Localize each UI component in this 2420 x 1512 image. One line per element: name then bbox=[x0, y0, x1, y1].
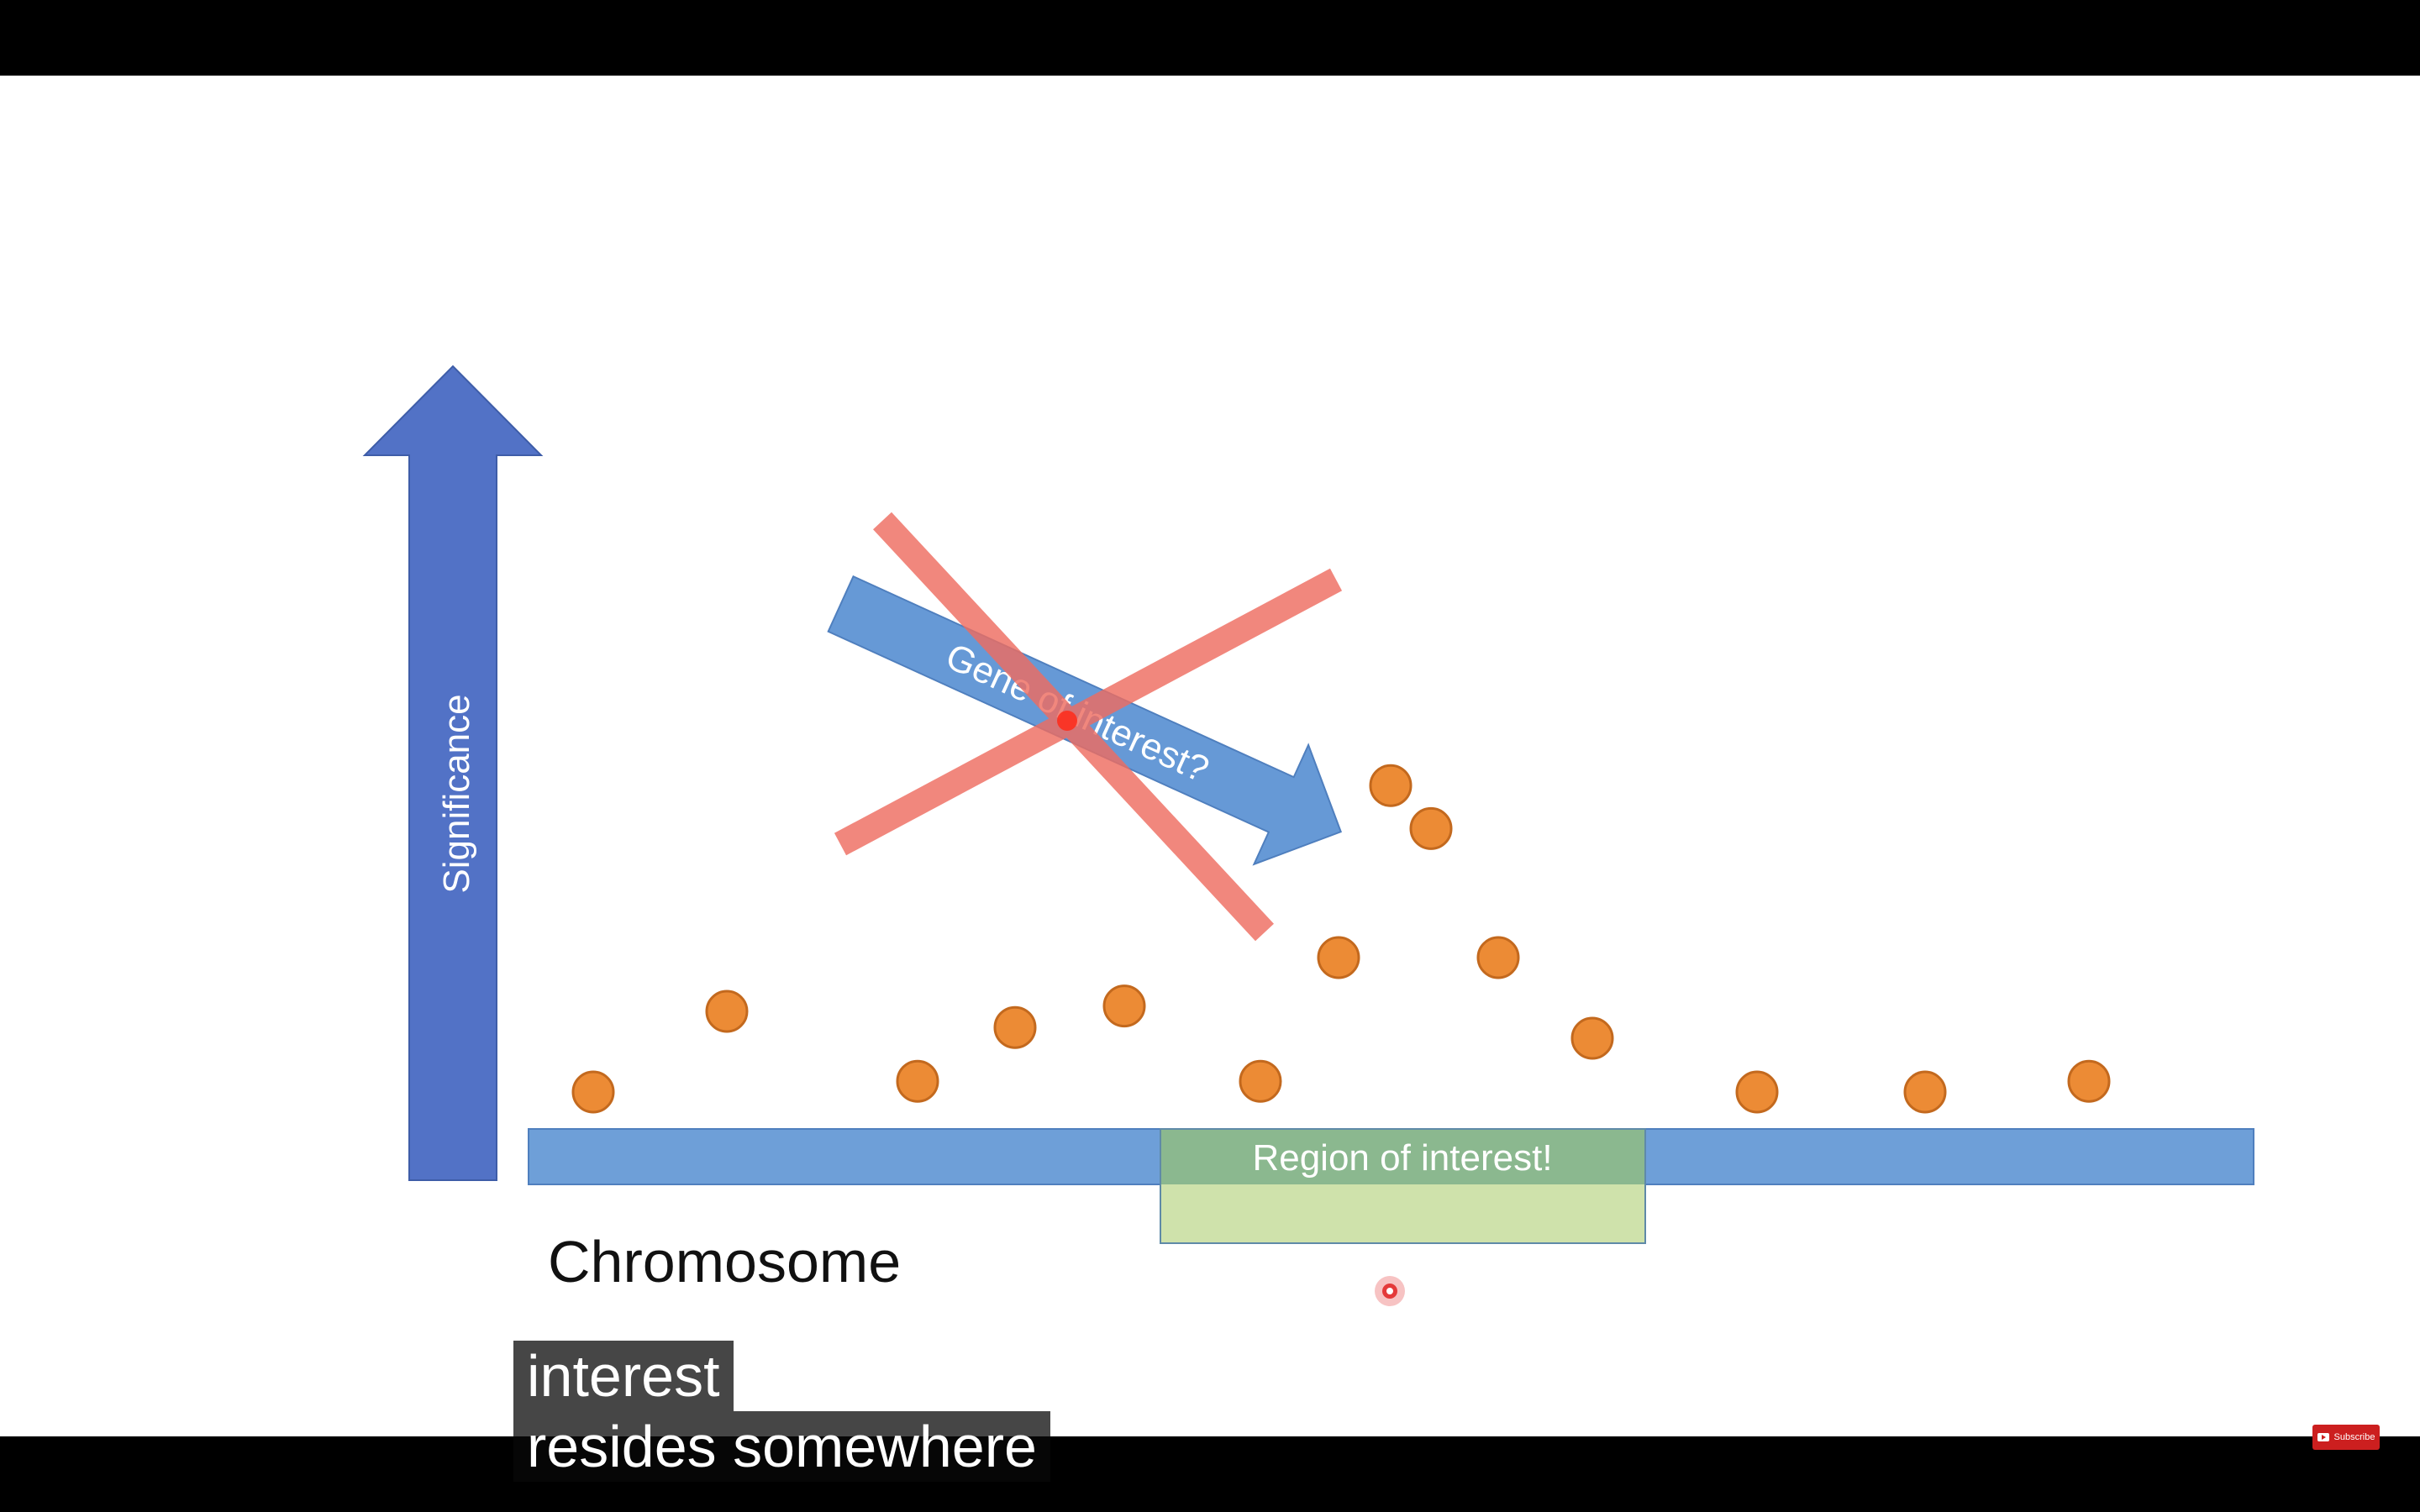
subscribe-label: Subscribe bbox=[2333, 1432, 2375, 1442]
significance-point bbox=[1369, 764, 1413, 807]
region-of-interest-label: Region of interest! bbox=[1252, 1137, 1552, 1179]
caption-line-2: resides somewhere bbox=[513, 1411, 1050, 1482]
significance-points bbox=[571, 764, 2111, 1114]
significance-point bbox=[1735, 1070, 1779, 1114]
significance-point bbox=[2067, 1059, 2111, 1103]
laser-pointer-dot bbox=[1057, 711, 1077, 731]
significance-point bbox=[1239, 1059, 1282, 1103]
significance-point bbox=[571, 1070, 615, 1114]
subscribe-button[interactable]: Subscribe bbox=[2312, 1425, 2380, 1450]
chromosome-label: Chromosome bbox=[548, 1229, 901, 1294]
significance-point bbox=[1317, 936, 1360, 979]
significance-point bbox=[1409, 806, 1453, 850]
significance-point bbox=[1476, 936, 1520, 979]
youtube-play-icon bbox=[2317, 1433, 2329, 1441]
significance-point bbox=[1102, 984, 1146, 1028]
significance-axis-label: Significance bbox=[436, 694, 477, 893]
significance-axis-arrow bbox=[362, 365, 544, 1181]
significance-point bbox=[1570, 1016, 1614, 1060]
presenter-pointer-icon bbox=[1375, 1276, 1405, 1306]
region-of-interest-box: Region of interest! bbox=[1160, 1128, 1646, 1244]
significance-point bbox=[1903, 1070, 1947, 1114]
significance-point bbox=[896, 1059, 939, 1103]
significance-point bbox=[705, 990, 749, 1033]
significance-point bbox=[993, 1005, 1037, 1049]
caption-line-1: interest bbox=[513, 1341, 734, 1411]
